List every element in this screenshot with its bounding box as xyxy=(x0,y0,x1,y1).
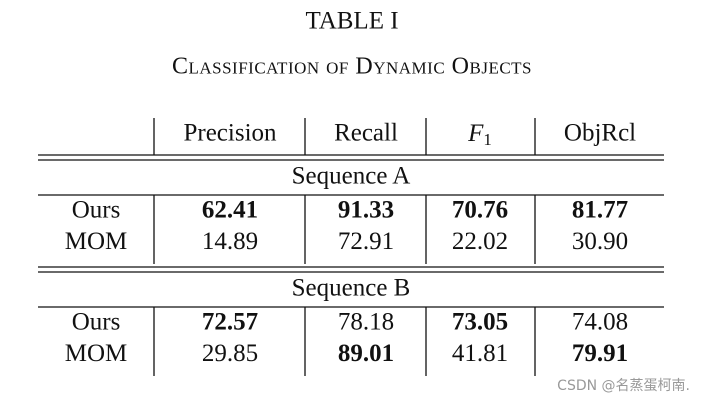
column-header: Recall xyxy=(334,120,398,147)
cell: 91.33 xyxy=(338,197,394,224)
cell: 30.90 xyxy=(572,228,628,255)
cell: 72.57 xyxy=(202,309,258,336)
section-title: Sequence A xyxy=(292,163,411,190)
table-caption: Classification of Dynamic Objects xyxy=(172,54,532,80)
cell: 89.01 xyxy=(338,340,394,367)
column-header-base: F xyxy=(467,120,484,147)
cell: 72.91 xyxy=(338,228,394,255)
row-label: MOM xyxy=(65,228,128,255)
column-header-subscript: 1 xyxy=(483,130,492,149)
cell: 22.02 xyxy=(452,228,508,255)
table-number: TABLE I xyxy=(305,8,398,35)
cell: 41.81 xyxy=(452,340,508,367)
cell: 81.77 xyxy=(572,197,628,224)
cell: 70.76 xyxy=(452,197,508,224)
cell: 14.89 xyxy=(202,228,258,255)
column-header: F1 xyxy=(467,120,492,149)
cell: 79.91 xyxy=(572,340,628,367)
watermark: CSDN @名蒸蛋柯南. xyxy=(557,378,690,394)
cell: 29.85 xyxy=(202,340,258,367)
cell: 78.18 xyxy=(338,309,394,336)
cell: 62.41 xyxy=(202,197,258,224)
column-header: ObjRcl xyxy=(564,120,636,147)
cell: 74.08 xyxy=(572,309,628,336)
column-header: Precision xyxy=(183,120,277,147)
cell: 73.05 xyxy=(452,309,508,336)
row-label: MOM xyxy=(65,340,128,367)
row-label: Ours xyxy=(72,197,121,224)
row-label: Ours xyxy=(72,309,121,336)
section-title: Sequence B xyxy=(292,275,411,302)
